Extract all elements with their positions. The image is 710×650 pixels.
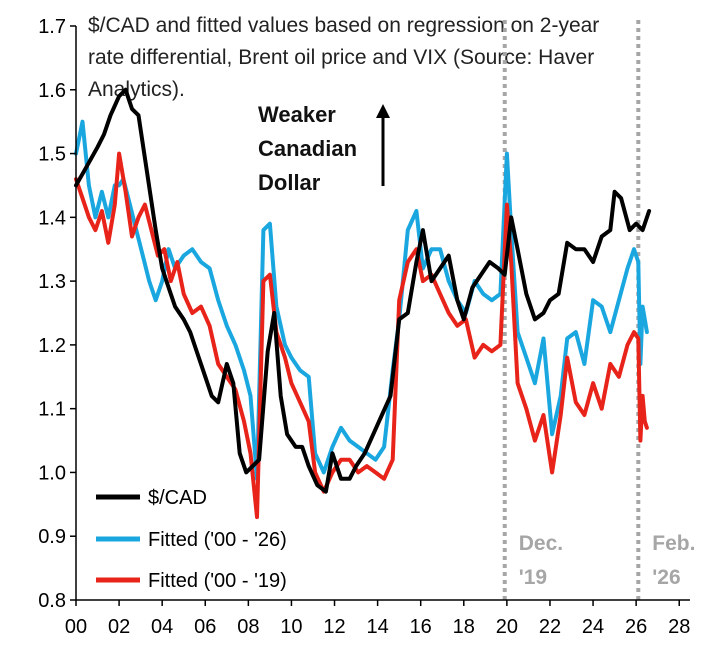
x-tick-label: 24 xyxy=(582,616,604,638)
legend-item-fitted-00-19: Fitted ('00 - '19) xyxy=(96,570,287,592)
vertical-marker-label-1-0: Feb. xyxy=(652,532,695,555)
legend-label-fitted-00-26: Fitted ('00 - '26) xyxy=(148,529,287,551)
legend-item-cad: $/CAD xyxy=(96,487,207,509)
annotation-line-2: Canadian xyxy=(258,136,357,161)
series-line-fitted-00-26 xyxy=(74,119,649,481)
vertical-marker-label-0-0: Dec. xyxy=(519,532,563,555)
y-tick-label: 1.3 xyxy=(38,271,66,293)
x-tick-label: 10 xyxy=(280,616,302,638)
x-tick-label: 06 xyxy=(194,616,216,638)
vertical-marker-label-0-1: '19 xyxy=(519,566,547,589)
x-tick-label: 12 xyxy=(323,616,345,638)
series-line-fitted-00-19 xyxy=(74,151,649,520)
title-line-3: Analytics). xyxy=(88,78,185,101)
x-tick-label: 16 xyxy=(410,616,432,638)
y-tick-label: 1.0 xyxy=(38,462,66,484)
title-line-1: $/CAD and fitted values based on regress… xyxy=(88,14,599,37)
x-tick-label: 00 xyxy=(65,616,87,638)
weaker-cad-annotation: Weaker Canadian Dollar xyxy=(258,102,390,195)
x-tick-label: 26 xyxy=(625,616,647,638)
y-tick-label: 1.5 xyxy=(38,144,66,166)
x-tick-label: 28 xyxy=(668,616,690,638)
vertical-marker-label-1-1: '26 xyxy=(652,566,680,589)
annotation-line-1: Weaker xyxy=(258,102,336,127)
y-tick-label: 1.7 xyxy=(38,16,66,38)
y-tick-label: 1.6 xyxy=(38,80,66,102)
y-tick-label: 1.4 xyxy=(38,207,66,229)
y-tick-label: 0.8 xyxy=(38,590,66,612)
x-tick-label: 22 xyxy=(539,616,561,638)
x-tick-label: 14 xyxy=(366,616,388,638)
x-tick-label: 04 xyxy=(151,616,173,638)
series-layer xyxy=(74,87,652,520)
series-line-cad xyxy=(74,87,652,494)
y-tick-label: 1.1 xyxy=(38,399,66,421)
chart-title: $/CAD and fitted values based on regress… xyxy=(88,14,599,101)
annotation-line-3: Dollar xyxy=(258,170,321,195)
y-tick-label: 1.2 xyxy=(38,335,66,357)
legend-item-fitted-00-26: Fitted ('00 - '26) xyxy=(96,529,287,551)
x-tick-label: 18 xyxy=(453,616,475,638)
arrow-head-icon xyxy=(376,104,390,118)
x-tick-label: 20 xyxy=(496,616,518,638)
y-tick-label: 0.9 xyxy=(38,526,66,548)
axes: 0.8 0.9 1.0 1.1 1.2 1.3 1.4 1.5 1.6 1.7 00 02 04 06 08… xyxy=(38,16,690,638)
x-tick-label: 02 xyxy=(108,616,130,638)
legend: $/CAD Fitted ('00 - '26) Fitted ('00 - '… xyxy=(96,487,287,592)
legend-label-cad: $/CAD xyxy=(148,487,207,509)
title-line-2: rate differential, Brent oil price and V… xyxy=(88,46,594,69)
legend-label-fitted-00-19: Fitted ('00 - '19) xyxy=(148,570,287,592)
x-tick-label: 08 xyxy=(237,616,259,638)
